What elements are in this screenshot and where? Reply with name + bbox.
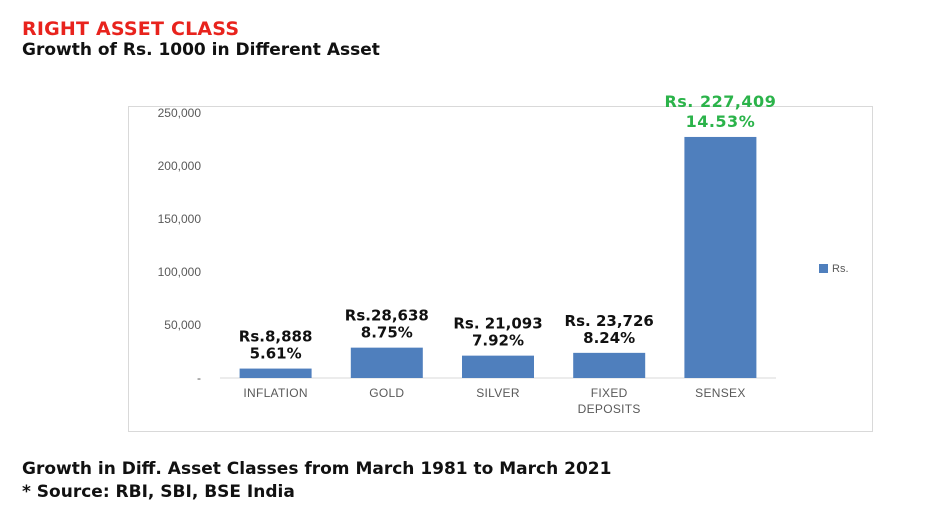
chart-heading: RIGHT ASSET CLASS [22, 18, 240, 40]
bar [684, 136, 757, 378]
y-axis-ticks: - 50,000 100,000 150,000 200,000 250,000 [158, 106, 202, 385]
chart-subheading: Growth of Rs. 1000 in Different Asset [22, 40, 380, 60]
category-label: DEPOSITS [578, 402, 641, 416]
data-label: 7.92% [472, 332, 524, 350]
y-tick-label: 50,000 [164, 318, 201, 332]
bars [239, 136, 757, 378]
data-label: Rs.8,888 [239, 328, 313, 346]
bar [350, 347, 423, 378]
footnote-period: Growth in Diff. Asset Classes from March… [22, 459, 612, 479]
category-label: SENSEX [695, 386, 746, 400]
category-label: FIXED [591, 386, 628, 400]
legend-label: Rs. [832, 263, 849, 275]
legend: Rs. [819, 263, 849, 275]
category-label: SILVER [476, 386, 520, 400]
data-label: 5.61% [250, 345, 302, 363]
bar [462, 355, 534, 378]
legend-swatch [819, 264, 828, 273]
bar [239, 368, 312, 378]
category-labels: INFLATION GOLD SILVER FIXED DEPOSITS SENSEX [243, 386, 745, 416]
y-tick-label: 250,000 [158, 106, 202, 120]
category-label: INFLATION [243, 386, 307, 400]
y-tick-label: 150,000 [158, 212, 202, 226]
footnote-source: * Source: RBI, SBI, BSE India [22, 482, 295, 502]
data-label: 14.53% [686, 112, 756, 131]
data-label: 8.75% [361, 324, 413, 342]
data-label: Rs. 227,409 [664, 92, 776, 111]
data-label: 8.24% [583, 329, 635, 347]
y-tick-label: 200,000 [158, 159, 202, 173]
data-label: Rs. 21,093 [453, 315, 542, 333]
y-tick-label: 100,000 [158, 265, 202, 279]
bar [573, 352, 646, 378]
category-label: GOLD [369, 386, 404, 400]
y-tick-label: - [197, 371, 201, 385]
data-label: Rs.28,638 [345, 307, 429, 325]
data-label: Rs. 23,726 [565, 312, 654, 330]
